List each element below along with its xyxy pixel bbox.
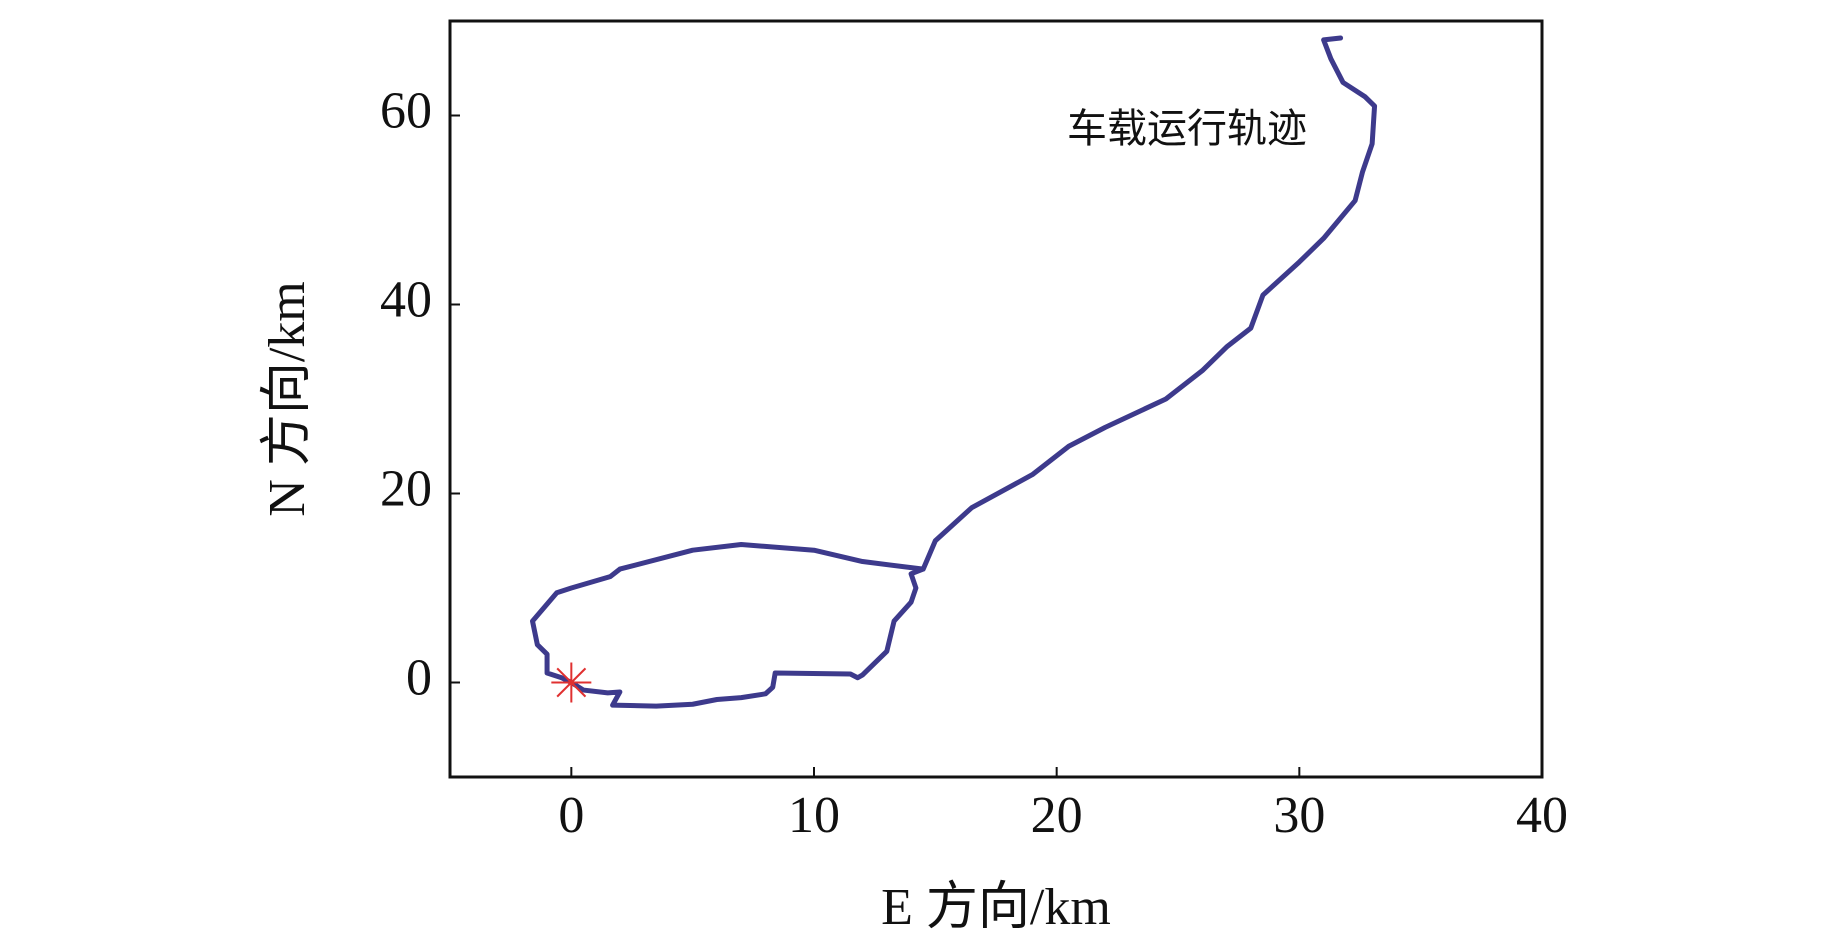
x-tick-label: 40 <box>1516 787 1568 844</box>
y-axis-label: N 方向/km <box>259 281 316 516</box>
y-tick-label: 0 <box>406 649 432 706</box>
y-tick-label: 20 <box>380 460 432 517</box>
x-axis-label: E 方向/km <box>881 879 1111 936</box>
plot-frame <box>448 19 1544 779</box>
start-marker <box>551 662 592 703</box>
trajectory <box>530 35 1378 709</box>
x-tick-label: 0 <box>558 787 584 844</box>
annotation: 车载运行轨迹 <box>1067 106 1307 152</box>
x-tick-label: 30 <box>1273 787 1325 844</box>
y-tick-label: 40 <box>380 271 432 328</box>
x-tick-label: 20 <box>1031 787 1083 844</box>
marker-stroke <box>556 667 587 698</box>
y-tick-label: 60 <box>380 82 432 139</box>
x-tick-label: 10 <box>788 787 840 844</box>
